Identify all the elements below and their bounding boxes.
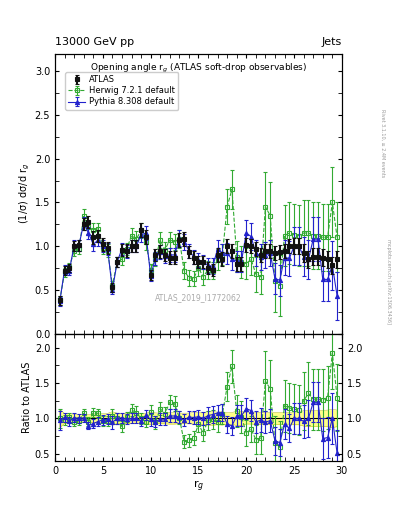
X-axis label: r$_g$: r$_g$ bbox=[193, 478, 204, 494]
Y-axis label: Ratio to ATLAS: Ratio to ATLAS bbox=[22, 361, 32, 433]
Legend: ATLAS, Herwig 7.2.1 default, Pythia 8.308 default: ATLAS, Herwig 7.2.1 default, Pythia 8.30… bbox=[65, 72, 178, 110]
Y-axis label: (1/σ) dσ/d r$_g$: (1/σ) dσ/d r$_g$ bbox=[17, 163, 32, 224]
Text: Jets: Jets bbox=[321, 37, 342, 47]
Text: ATLAS_2019_I1772062: ATLAS_2019_I1772062 bbox=[155, 293, 242, 302]
Text: 13000 GeV pp: 13000 GeV pp bbox=[55, 37, 134, 47]
Text: mcplots.cern.ch [arXiv:1306.3436]: mcplots.cern.ch [arXiv:1306.3436] bbox=[386, 239, 391, 324]
Text: Opening angle r$_g$ (ATLAS soft-drop observables): Opening angle r$_g$ (ATLAS soft-drop obs… bbox=[90, 62, 307, 75]
Text: Rivet 3.1.10, ≥ 2.4M events: Rivet 3.1.10, ≥ 2.4M events bbox=[381, 109, 386, 178]
